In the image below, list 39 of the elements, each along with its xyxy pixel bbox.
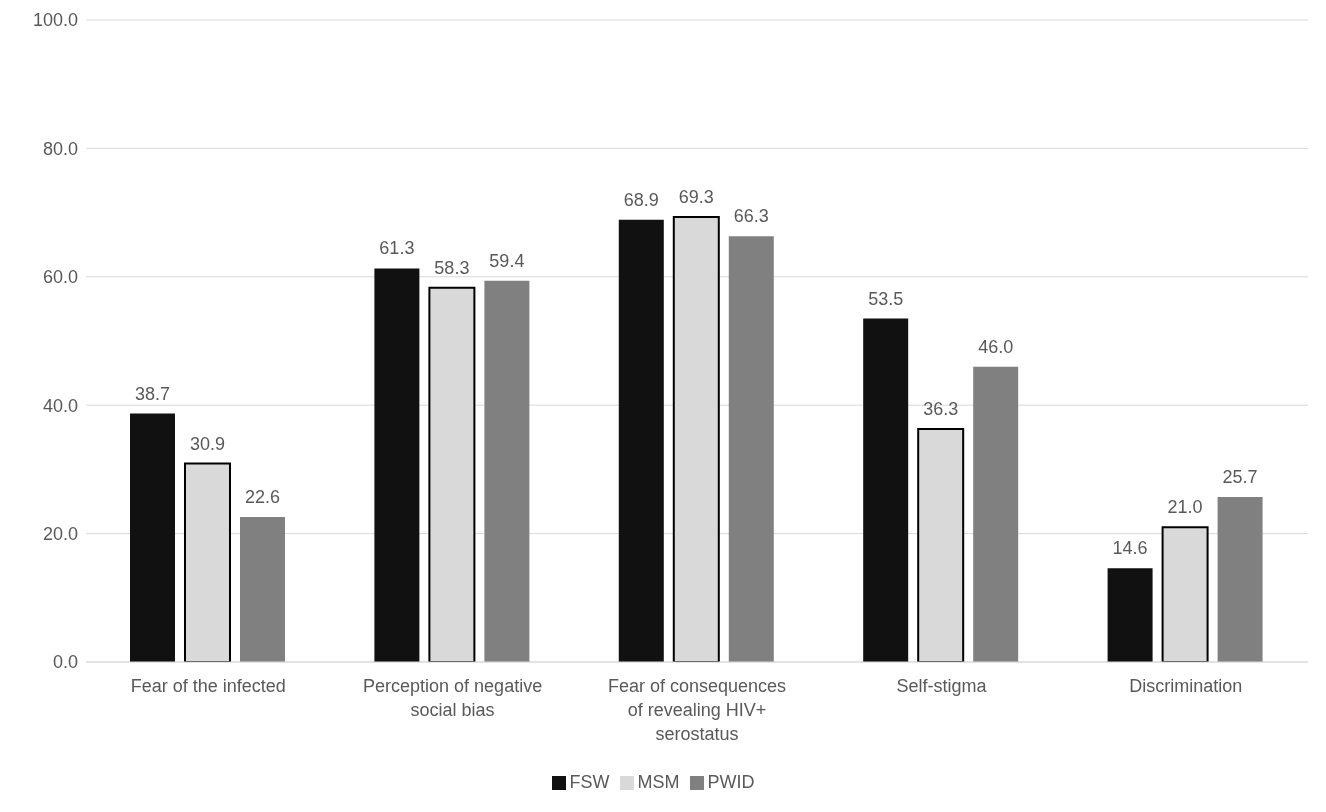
x-tick-label: Discrimination: [1129, 676, 1243, 696]
data-label: 38.7: [134, 383, 171, 404]
x-tick-label: Self-stigma: [896, 676, 988, 696]
data-label: 58.3: [434, 257, 470, 278]
y-tick-label: 40.0: [42, 395, 78, 416]
bar: [1107, 568, 1153, 662]
data-label: 59.4: [489, 250, 525, 271]
bar: [1217, 497, 1263, 662]
y-tick-label: 100.0: [32, 10, 78, 31]
bar: [129, 413, 175, 662]
x-tick-label: Perception of negative social bias: [363, 676, 543, 720]
data-label: 61.3: [379, 238, 415, 259]
data-label: 66.3: [733, 206, 769, 227]
x-tick-label: Fear of consequences of revealing HIV+ serostatus: [607, 676, 787, 744]
legend-label: FSW: [569, 772, 610, 792]
x-tick-label: Fear of the infected: [130, 676, 286, 696]
bar: [973, 366, 1019, 662]
bar: [618, 219, 664, 662]
data-label: 36.3: [923, 398, 959, 419]
legend-label: PWID: [707, 772, 755, 792]
data-label: 68.9: [623, 189, 659, 210]
data-label: 14.6: [1112, 538, 1148, 559]
data-label: 30.9: [189, 433, 226, 454]
y-tick-label: 20.0: [42, 523, 78, 544]
y-tick-label: 0.0: [52, 652, 78, 673]
data-label: 25.7: [1222, 467, 1258, 488]
bar: [728, 236, 774, 662]
bar: [239, 516, 285, 662]
bar: [374, 268, 420, 662]
bar: [484, 280, 530, 662]
y-tick-label: 80.0: [42, 138, 78, 159]
legend-label: MSM: [637, 772, 680, 792]
data-label: 46.0: [978, 336, 1014, 357]
y-tick-label: 60.0: [42, 267, 78, 288]
data-label: 69.3: [678, 187, 714, 208]
data-label: 22.6: [244, 486, 281, 507]
bar: [863, 318, 909, 662]
data-label: 21.0: [1167, 497, 1203, 518]
data-label: 53.5: [868, 288, 904, 309]
